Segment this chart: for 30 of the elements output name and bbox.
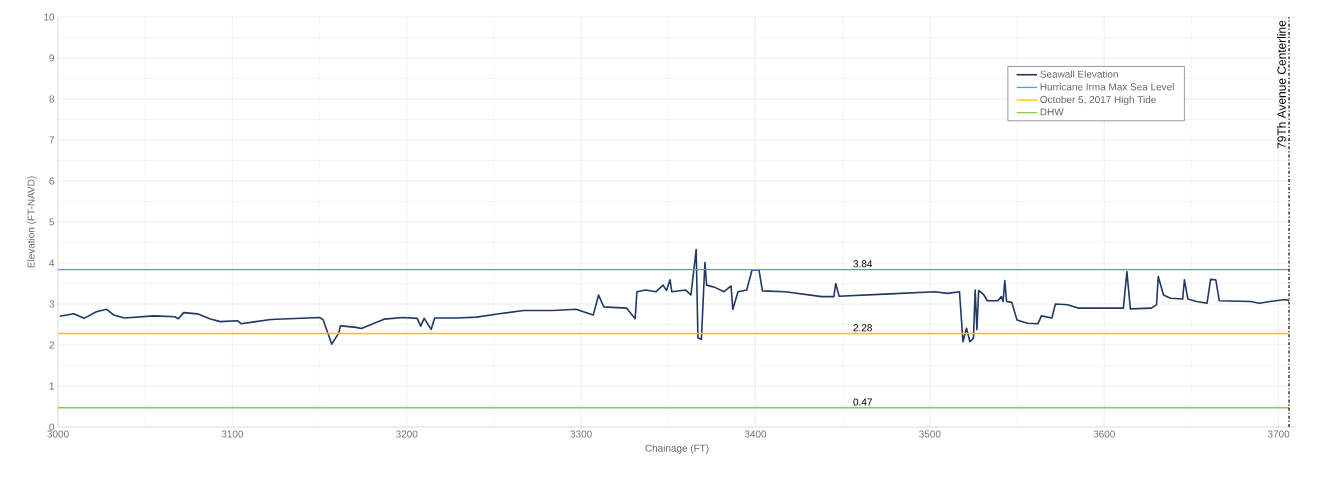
y-tick-label: 0 (49, 423, 55, 431)
x-tick-label: 3700 (1267, 430, 1290, 438)
legend-label: October 5, 2017 High Tide (1040, 95, 1156, 106)
x-tick-label: 3000 (47, 430, 69, 438)
y-tick-label: 5 (49, 218, 55, 226)
annotation: 0.47 (853, 398, 872, 406)
x-tick-label: 3200 (396, 430, 418, 438)
x-axis-title: Chainage (FT) (645, 444, 709, 454)
x-tick-label: 3500 (919, 430, 941, 438)
legend-label: Hurricane Irma Max Sea Level (1040, 83, 1174, 91)
y-tick-label: 10 (44, 13, 55, 21)
y-tick-label: 7 (49, 136, 54, 144)
y-tick-label: 1 (49, 382, 54, 390)
legend-label: Seawall Elevation (1040, 70, 1118, 78)
x-tick-label: 3600 (1093, 430, 1115, 438)
ref-line-label: 79Th Avenue Centerline (1277, 20, 1286, 149)
legend-label: DHW (1040, 108, 1064, 116)
y-tick-label: 3 (49, 300, 55, 308)
y-axis-title: Elevation (FT-NAVD) (27, 176, 37, 268)
y-tick-label: 4 (49, 259, 55, 267)
x-tick-label: 3300 (570, 430, 592, 438)
y-tick-label: 2 (49, 341, 54, 349)
annotation: 3.84 (853, 260, 873, 268)
y-tick-label: 9 (49, 54, 55, 62)
y-tick-label: 8 (49, 95, 55, 103)
annotation: 2.28 (853, 324, 872, 332)
x-tick-label: 3400 (744, 430, 767, 438)
y-tick-label: 6 (49, 177, 55, 185)
line-series (58, 248, 1290, 345)
x-tick-label: 3100 (221, 430, 244, 438)
